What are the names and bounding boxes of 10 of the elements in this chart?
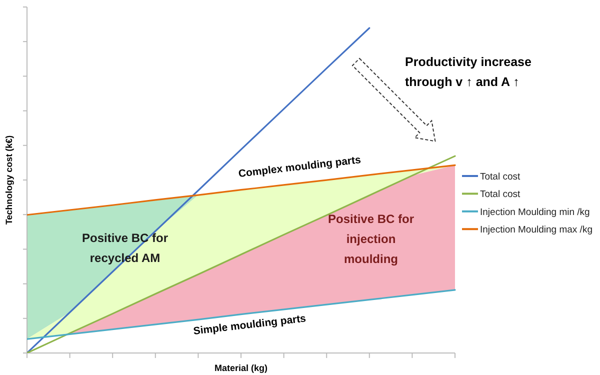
legend-label: Injection Moulding max /kg (480, 224, 592, 236)
annotation: Productivity increase through v ↑ and A ↑ (405, 55, 532, 89)
legend-label: Injection Moulding min /kg (480, 206, 590, 218)
annotation: Complex moulding parts (238, 154, 362, 180)
legend-label: Total cost (480, 172, 520, 182)
y-axis-title: Technology cost (k€) (4, 135, 14, 225)
annotation: Simple moulding parts (192, 312, 307, 338)
x-axis-title: Material (kg) (214, 363, 268, 373)
annotation: Positive BC for injection moulding (328, 212, 414, 266)
legend-label: Total cost (480, 189, 520, 200)
